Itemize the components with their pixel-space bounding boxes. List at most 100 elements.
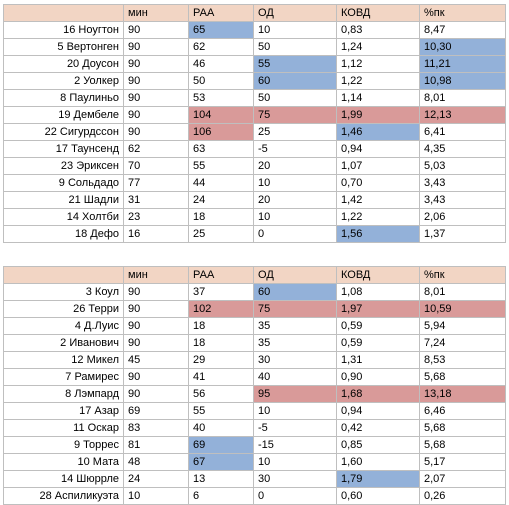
cell-od: -15 xyxy=(253,436,337,454)
cell-raa: 55 xyxy=(188,157,254,175)
cell-pct-pk: 10,98 xyxy=(419,72,506,90)
cell-minutes: 45 xyxy=(123,351,189,369)
header-raa: РАА xyxy=(188,4,254,22)
cell-player-name: 3 Коул xyxy=(3,283,124,301)
cell-pct-pk: 8,53 xyxy=(419,351,506,369)
table-row: 19 Дембеле 90 104 75 1,99 12,13 xyxy=(3,106,506,124)
cell-od: 50 xyxy=(253,38,337,56)
cell-od: -5 xyxy=(253,140,337,158)
cell-minutes: 81 xyxy=(123,436,189,454)
table-row: 14 Шюррле 24 13 30 1,79 2,07 xyxy=(3,470,506,488)
cell-player-name: 17 Азар xyxy=(3,402,124,420)
cell-player-name: 17 Таунсенд xyxy=(3,140,124,158)
cell-minutes: 90 xyxy=(123,300,189,318)
table-row: 10 Мата 48 67 10 1,60 5,17 xyxy=(3,453,506,471)
cell-player-name: 11 Оскар xyxy=(3,419,124,437)
cell-minutes: 48 xyxy=(123,453,189,471)
table-row: 9 Сольдадо 77 44 10 0,70 3,43 xyxy=(3,174,506,192)
header-od: ОД xyxy=(253,266,337,284)
cell-pct-pk: 13,18 xyxy=(419,385,506,403)
cell-minutes: 90 xyxy=(123,89,189,107)
cell-player-name: 9 Сольдадо xyxy=(3,174,124,192)
cell-od: 20 xyxy=(253,191,337,209)
table-row: 12 Микел 45 29 30 1,31 8,53 xyxy=(3,351,506,369)
stats-table-2: мин РАА ОД КОВД %пк 3 Коул 90 37 60 1,08 8,01 26 Те… xyxy=(3,266,506,505)
cell-od: 60 xyxy=(253,283,337,301)
cell-pct-pk: 8,01 xyxy=(419,89,506,107)
cell-kovd: 1,31 xyxy=(336,351,420,369)
cell-raa: 13 xyxy=(188,470,254,488)
header-od: ОД xyxy=(253,4,337,22)
cell-od: 60 xyxy=(253,72,337,90)
header-row: мин РАА ОД КОВД %пк xyxy=(3,4,506,22)
cell-raa: 25 xyxy=(188,225,254,243)
cell-pct-pk: 8,01 xyxy=(419,283,506,301)
cell-raa: 65 xyxy=(188,21,254,39)
cell-kovd: 0,85 xyxy=(336,436,420,454)
cell-player-name: 12 Микел xyxy=(3,351,124,369)
cell-pct-pk: 2,06 xyxy=(419,208,506,226)
cell-pct-pk: 3,43 xyxy=(419,174,506,192)
cell-minutes: 90 xyxy=(123,368,189,386)
cell-minutes: 90 xyxy=(123,283,189,301)
cell-raa: 67 xyxy=(188,453,254,471)
cell-player-name: 21 Шадли xyxy=(3,191,124,209)
cell-player-name: 23 Эриксен xyxy=(3,157,124,175)
cell-raa: 104 xyxy=(188,106,254,124)
header-minutes: мин xyxy=(123,4,189,22)
cell-od: 10 xyxy=(253,21,337,39)
cell-pct-pk: 5,03 xyxy=(419,157,506,175)
cell-minutes: 31 xyxy=(123,191,189,209)
table-row: 3 Коул 90 37 60 1,08 8,01 xyxy=(3,283,506,301)
cell-player-name: 26 Терри xyxy=(3,300,124,318)
table-row: 20 Доусон 90 46 55 1,12 11,21 xyxy=(3,55,506,73)
table-row: 4 Д.Луис 90 18 35 0,59 5,94 xyxy=(3,317,506,335)
cell-pct-pk: 6,46 xyxy=(419,402,506,420)
cell-minutes: 90 xyxy=(123,106,189,124)
cell-kovd: 0,59 xyxy=(336,334,420,352)
cell-raa: 63 xyxy=(188,140,254,158)
cell-kovd: 1,79 xyxy=(336,470,420,488)
cell-player-name: 22 Сигурдссон xyxy=(3,123,124,141)
cell-minutes: 90 xyxy=(123,38,189,56)
table-row: 26 Терри 90 102 75 1,97 10,59 xyxy=(3,300,506,318)
cell-minutes: 90 xyxy=(123,385,189,403)
cell-od: 10 xyxy=(253,402,337,420)
table-row: 2 Уолкер 90 50 60 1,22 10,98 xyxy=(3,72,506,90)
cell-od: 10 xyxy=(253,174,337,192)
cell-minutes: 90 xyxy=(123,55,189,73)
table-row: 14 Холтби 23 18 10 1,22 2,06 xyxy=(3,208,506,226)
cell-kovd: 1,60 xyxy=(336,453,420,471)
header-pct-pk: %пк xyxy=(419,266,506,284)
cell-minutes: 90 xyxy=(123,123,189,141)
cell-pct-pk: 7,24 xyxy=(419,334,506,352)
cell-od: 55 xyxy=(253,55,337,73)
cell-pct-pk: 5,68 xyxy=(419,368,506,386)
cell-pct-pk: 10,30 xyxy=(419,38,506,56)
cell-player-name: 19 Дембеле xyxy=(3,106,124,124)
cell-od: 10 xyxy=(253,453,337,471)
cell-kovd: 1,22 xyxy=(336,208,420,226)
cell-raa: 44 xyxy=(188,174,254,192)
cell-minutes: 62 xyxy=(123,140,189,158)
cell-minutes: 23 xyxy=(123,208,189,226)
cell-player-name: 18 Дефо xyxy=(3,225,124,243)
table-row: 16 Ноугтон 90 65 10 0,83 8,47 xyxy=(3,21,506,39)
cell-player-name: 14 Шюррле xyxy=(3,470,124,488)
table-row: 7 Рамирес 90 41 40 0,90 5,68 xyxy=(3,368,506,386)
table-body: мин РАА ОД КОВД %пк 16 Ноугтон 90 65 10 0,83 8,47 5… xyxy=(3,4,506,243)
cell-raa: 56 xyxy=(188,385,254,403)
cell-pct-pk: 4,35 xyxy=(419,140,506,158)
cell-od: 75 xyxy=(253,106,337,124)
table-row: 9 Торрес 81 69 -15 0,85 5,68 xyxy=(3,436,506,454)
cell-kovd: 1,14 xyxy=(336,89,420,107)
table-row: 8 Паулиньо 90 53 50 1,14 8,01 xyxy=(3,89,506,107)
cell-od: 50 xyxy=(253,89,337,107)
table-row: 8 Лэмпард 90 56 95 1,68 13,18 xyxy=(3,385,506,403)
cell-minutes: 69 xyxy=(123,402,189,420)
cell-minutes: 90 xyxy=(123,72,189,90)
header-kovd: КОВД xyxy=(336,266,420,284)
table-row: 5 Вертонген 90 62 50 1,24 10,30 xyxy=(3,38,506,56)
cell-kovd: 0,59 xyxy=(336,317,420,335)
stats-table-1: мин РАА ОД КОВД %пк 16 Ноугтон 90 65 10 0,83 8,47 5… xyxy=(3,4,506,243)
